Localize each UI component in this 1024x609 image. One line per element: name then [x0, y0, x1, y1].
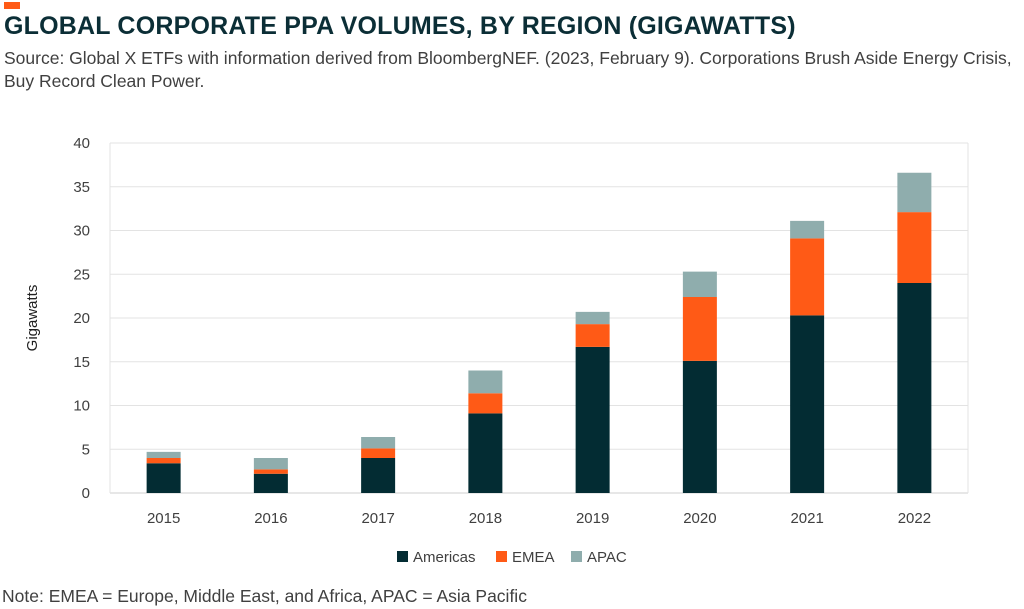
bar-americas-2017: [361, 458, 396, 493]
x-tick-label: 2020: [683, 510, 716, 527]
chart-source: Source: Global X ETFs with information d…: [4, 48, 1012, 91]
y-tick-label: 20: [73, 310, 90, 327]
bar-americas-2016: [253, 473, 288, 493]
x-tick-label: 2016: [254, 510, 287, 527]
x-axis-ticks: 2015 2016 2017 2018 2019 2020 2021 2022: [147, 510, 931, 527]
bar-emea-2015: [146, 458, 181, 464]
bar-emea-2020: [682, 297, 717, 361]
chart-title: GLOBAL CORPORATE PPA VOLUMES, BY REGION …: [4, 12, 796, 40]
x-tick-label: 2019: [576, 510, 609, 527]
bar-apac-2016: [253, 458, 288, 470]
y-tick-label: 30: [73, 223, 90, 240]
bar-apac-2015: [146, 451, 181, 458]
bar-americas-2022: [897, 283, 932, 493]
bar-americas-2015: [146, 463, 181, 493]
x-tick-label: 2018: [469, 510, 502, 527]
bar-americas-2018: [468, 413, 503, 493]
gridlines: [109, 142, 969, 494]
x-tick-label: 2021: [790, 510, 823, 527]
bar-emea-2016: [253, 469, 288, 474]
legend-label-apac: APAC: [587, 549, 627, 566]
legend-swatch-apac: [571, 551, 582, 562]
y-tick-label: 15: [73, 354, 90, 371]
bar-americas-2021: [790, 315, 825, 493]
bar-apac-2021: [790, 220, 825, 239]
bar-emea-2022: [897, 212, 932, 283]
y-tick-label: 35: [73, 179, 90, 196]
bar-emea-2019: [575, 324, 610, 347]
bar-americas-2019: [575, 346, 610, 493]
bar-americas-2020: [682, 360, 717, 493]
chart-note: Note: EMEA = Europe, Middle East, and Af…: [2, 586, 527, 606]
bar-apac-2018: [468, 370, 503, 394]
x-tick-label: 2015: [147, 510, 180, 527]
bar-emea-2021: [790, 238, 825, 316]
legend-swatch-americas: [397, 551, 408, 562]
y-tick-label: 0: [82, 485, 90, 502]
legend: Americas EMEA APAC: [397, 549, 627, 566]
y-axis-title: Gigawatts: [24, 285, 41, 352]
bar-apac-2022: [897, 172, 932, 213]
legend-label-emea: EMEA: [512, 549, 555, 566]
bars: [146, 172, 932, 493]
legend-swatch-emea: [496, 551, 507, 562]
bar-emea-2017: [361, 448, 396, 458]
y-tick-label: 40: [73, 135, 90, 152]
bar-apac-2020: [682, 271, 717, 297]
y-tick-label: 10: [73, 398, 90, 415]
x-tick-label: 2017: [361, 510, 394, 527]
x-tick-label: 2022: [898, 510, 931, 527]
bar-emea-2018: [468, 393, 503, 414]
y-tick-label: 5: [82, 441, 90, 458]
y-tick-label: 25: [73, 266, 90, 283]
title-accent-bar: [4, 2, 20, 9]
y-axis-ticks: 0 5 10 15 20 25 30 35 40: [73, 135, 90, 502]
legend-label-americas: Americas: [413, 549, 476, 566]
bar-apac-2019: [575, 311, 610, 325]
bar-apac-2017: [361, 437, 396, 449]
